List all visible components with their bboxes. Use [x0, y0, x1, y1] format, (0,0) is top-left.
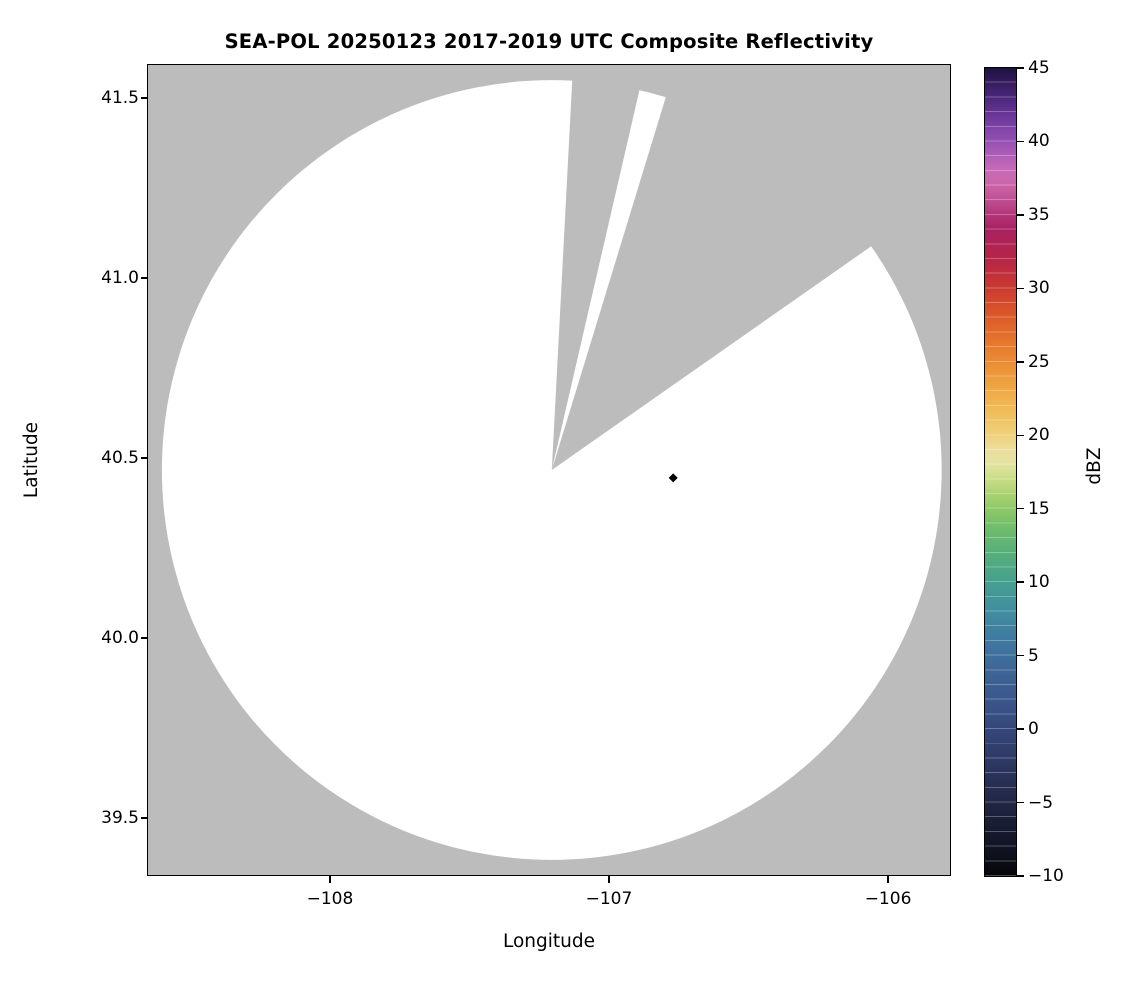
colorbar-tick-label: 15 — [1028, 498, 1050, 519]
colorbar-tick-mark — [1016, 67, 1024, 69]
colorbar-tick-label: 45 — [1028, 58, 1050, 78]
x-axis-label: Longitude — [502, 931, 595, 952]
y-tick-label: 41.5 — [101, 88, 139, 109]
x-tick-label: −106 — [864, 889, 912, 909]
colorbar-tick-label: 20 — [1028, 425, 1050, 446]
colorbar-gradient — [984, 67, 1017, 877]
y-tick-label: 39.5 — [101, 808, 139, 829]
plot-area — [147, 64, 951, 876]
y-tick-mark — [140, 637, 148, 639]
colorbar-tick-mark — [1016, 361, 1024, 363]
colorbar-tick-mark — [1016, 654, 1024, 657]
colorbar-tick-mark — [1016, 140, 1024, 143]
colorbar-tick-mark — [1016, 434, 1024, 436]
colorbar-tick-label: 0 — [1028, 719, 1039, 740]
chart-title: SEA-POL 20250123 2017-2019 UTC Composite… — [224, 30, 874, 53]
colorbar-tick-label: 35 — [1028, 204, 1050, 225]
colorbar-tick-label: −10 — [1028, 866, 1064, 886]
colorbar-label: dBZ — [1084, 447, 1105, 485]
colorbar-tick-mark — [1016, 875, 1024, 877]
colorbar-tick-label: 5 — [1028, 645, 1039, 666]
colorbar-tick-mark — [1016, 508, 1024, 510]
y-tick-label: 41.0 — [101, 268, 139, 289]
colorbar-tick-mark — [1016, 801, 1024, 804]
colorbar-tick-mark — [1016, 214, 1024, 216]
y-tick-mark — [140, 277, 148, 279]
blocked-sector — [551, 65, 935, 470]
y-tick-mark — [140, 97, 148, 99]
y-tick-mark — [140, 457, 148, 459]
y-tick-mark — [140, 817, 148, 819]
colorbar-tick-label: −5 — [1028, 792, 1054, 813]
colorbar-tick-label: 40 — [1028, 131, 1050, 152]
x-tick-mark — [329, 875, 331, 883]
colorbar-tick-label: 10 — [1028, 572, 1050, 593]
colorbar-tick-mark — [1016, 287, 1024, 290]
x-tick-label: −108 — [306, 889, 354, 909]
y-tick-label: 40.0 — [101, 628, 139, 649]
colorbar-tick-label: 30 — [1028, 278, 1050, 299]
colorbar-tick-mark — [1016, 581, 1024, 583]
radar-coverage-map — [161, 65, 942, 860]
y-tick-label: 40.5 — [101, 448, 139, 469]
x-tick-mark — [887, 875, 889, 883]
x-tick-label: −107 — [585, 889, 633, 909]
colorbar-tick-label: 25 — [1028, 351, 1050, 372]
colorbar-tick-mark — [1016, 728, 1024, 730]
reflectivity-marker — [668, 473, 678, 483]
x-tick-mark — [608, 875, 610, 883]
